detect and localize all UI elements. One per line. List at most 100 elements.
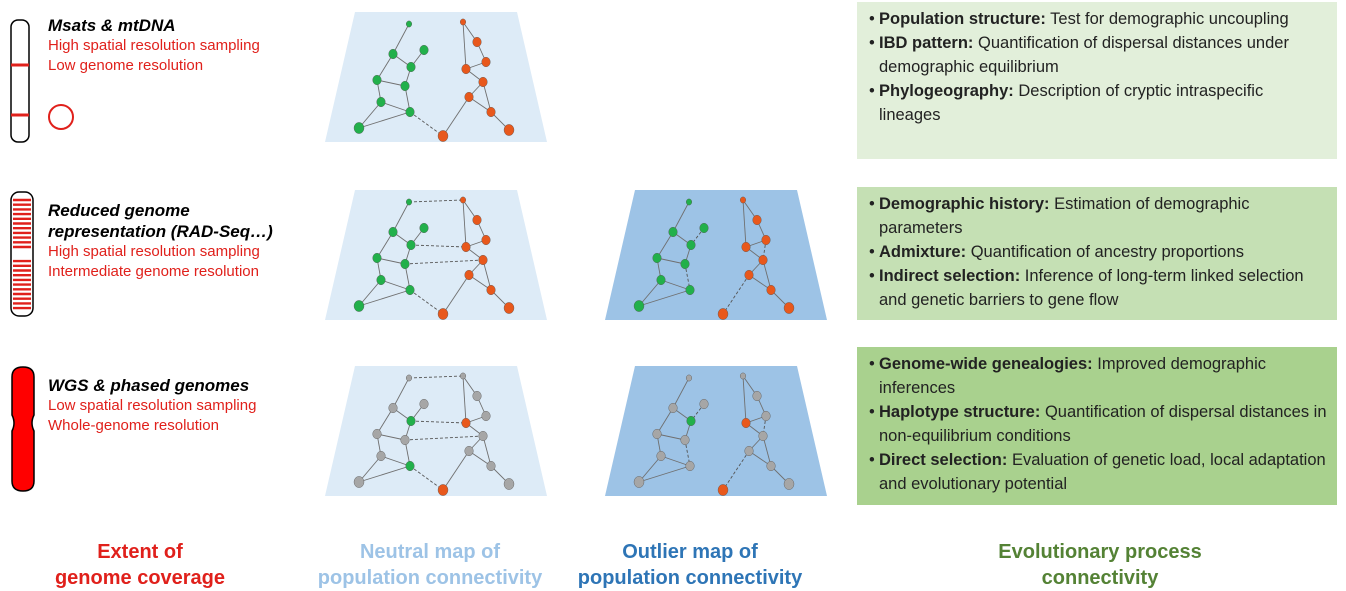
neutral-map-row3-edge	[462, 375, 467, 424]
outlier-map-row2-edge	[656, 257, 686, 265]
row3-label: WGS & phased genomes Low spatial resolut…	[48, 375, 308, 436]
neutral-map-row2-gene-flow-edge	[408, 199, 464, 203]
outlier-map-row3-node	[758, 430, 768, 442]
panel1-item-2: IBD pattern: Quantification of dispersal…	[869, 31, 1327, 79]
neutral-map-row2-gene-flow-edge	[409, 289, 444, 315]
row2-label: Reduced genome representation (RAD-Seq…)…	[48, 200, 308, 282]
neutral-map-row2-node	[478, 254, 488, 266]
neutral-map-row1-edge	[358, 111, 411, 129]
neutral-map-row2-edge	[358, 279, 382, 307]
panel-row2: Demographic history: Estimation of demog…	[857, 187, 1337, 320]
neutral-map-row3-node	[460, 372, 467, 380]
neutral-map-row3-node	[376, 450, 386, 462]
panel1-item-3: Phylogeography: Description of cryptic i…	[869, 79, 1327, 127]
connectivity-maps	[325, 12, 827, 496]
footer-neutral-map: Neutral map of population connectivity	[300, 539, 560, 591]
outlier-map-row2-node	[686, 239, 696, 251]
row3-sub-2: Whole-genome resolution	[48, 417, 219, 434]
neutral-map-row2-node	[419, 222, 429, 234]
outlier-map-row3-node	[686, 374, 693, 382]
neutral-map-row2-node	[376, 274, 386, 286]
footer3-line2: population connectivity	[577, 567, 803, 589]
neutral-map-row1-node	[464, 91, 474, 103]
footer1-line2: genome coverage	[54, 567, 226, 589]
neutral-map-row1-edge	[392, 23, 410, 55]
footer4-line2: connectivity	[1041, 567, 1159, 589]
outlier-map-row3-node	[686, 415, 696, 427]
neutral-map-row1-node	[406, 61, 416, 73]
neutral-map-row3-node	[406, 415, 416, 427]
neutral-map-row2-node	[405, 284, 415, 296]
neutral-map-row2-node	[481, 234, 491, 246]
neutral-map-row1-node	[419, 44, 429, 56]
panel-row1: Population structure: Test for demograph…	[857, 2, 1337, 159]
outlier-map-row3-node	[744, 445, 754, 457]
outlier-map-row2-node	[685, 284, 695, 296]
neutral-map-row3-edge	[392, 377, 410, 409]
neutral-map-row3-edge	[482, 435, 492, 467]
neutral-map-row2-node	[503, 302, 515, 314]
neutral-map-row2-node	[406, 239, 416, 251]
outlier-map-row2-node	[656, 274, 666, 286]
neutral-map-row1-node	[503, 124, 515, 136]
neutral-map-row3-node	[388, 402, 398, 414]
neutral-map-row3-gene-flow-edge	[410, 420, 467, 424]
neutral-map-row3-edge	[376, 407, 394, 435]
row1-title: Msats & mtDNA	[48, 16, 176, 35]
neutral-map-row1-node	[388, 48, 398, 60]
panel3-item-2: Haplotype structure: Quantification of d…	[869, 400, 1327, 448]
neutral-map-row1-node	[376, 96, 386, 108]
footer3-line1: Outlier map of	[622, 541, 758, 563]
row2-title-2: representation (RAD-Seq…)	[48, 222, 273, 241]
neutral-map-row2-gene-flow-edge	[410, 244, 467, 248]
neutral-map-row3-edge	[358, 455, 382, 483]
row2-sub-2: Intermediate genome resolution	[48, 263, 259, 280]
neutral-map-row2-node	[437, 308, 449, 320]
neutral-map-row1-edge	[358, 101, 382, 129]
outlier-map-row2-node	[668, 226, 678, 238]
row1-sub-1: High spatial resolution sampling	[48, 37, 260, 54]
neutral-map-row1-node	[437, 130, 449, 142]
outlier-map-row3-node	[633, 476, 645, 488]
neutral-map-row2-edge	[376, 231, 394, 259]
outlier-map-row3-edge	[762, 435, 772, 467]
neutral-map-row3-edge	[376, 433, 406, 441]
outlier-map-row2-edge	[656, 231, 674, 259]
neutral-map-row1-node	[478, 76, 488, 88]
neutral-map-row2-edge	[380, 279, 411, 291]
footer2-line1: Neutral map of	[359, 541, 501, 563]
outlier-map-row2-node	[633, 300, 645, 312]
outlier-map-row3-node	[656, 450, 666, 462]
outlier-map-row3-node	[668, 402, 678, 414]
neutral-map-row3-edge	[380, 455, 411, 467]
neutral-map-row1-edge	[380, 101, 411, 113]
outlier-map-row2-node	[699, 222, 709, 234]
neutral-map-row2-node	[400, 258, 410, 270]
neutral-map-row2-gene-flow-edge	[404, 259, 484, 265]
neutral-map-row1-edge	[442, 96, 470, 137]
outlier-map-row2-node	[758, 254, 768, 266]
panel-row3: Genome-wide genealogies: Improved demogr…	[857, 347, 1337, 505]
outlier-map-row3-node	[741, 417, 751, 429]
panel2-item-3: Indirect selection: Inference of long-te…	[869, 264, 1327, 312]
neutral-map-row3-node	[372, 428, 382, 440]
neutral-map-row1-node	[460, 18, 467, 26]
panel2-item-1: Demographic history: Estimation of demog…	[869, 192, 1327, 240]
outlier-map-row3-node	[752, 390, 762, 402]
neutral-map-row3-gene-flow-edge	[404, 435, 484, 441]
neutral-map-row1-edge	[376, 79, 406, 87]
neutral-map-row1-node	[472, 36, 482, 48]
neutral-map-row2-node	[388, 226, 398, 238]
neutral-map-row2-node	[464, 269, 474, 281]
neutral-map-row3-edge	[442, 450, 470, 491]
chromosome-wgs-icon	[11, 366, 35, 492]
outlier-map-row2-node	[717, 308, 729, 320]
neutral-map-row2-node	[461, 241, 471, 253]
neutral-map-row3-gene-flow-edge	[408, 375, 464, 379]
neutral-map-row3-node	[503, 478, 515, 490]
outlier-map-row3-node	[699, 398, 709, 410]
panel1-item-1: Population structure: Test for demograph…	[869, 7, 1327, 31]
neutral-map-row2-node	[372, 252, 382, 264]
neutral-map-row1-node	[400, 80, 410, 92]
neutral-map-row2-edge	[392, 201, 410, 233]
